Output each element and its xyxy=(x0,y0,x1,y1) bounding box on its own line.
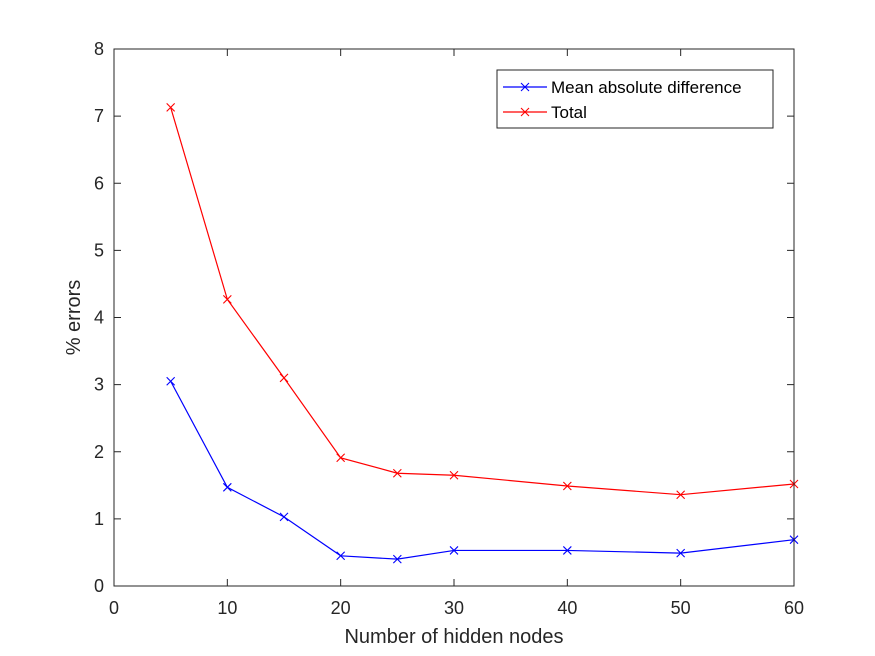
y-tick-label: 6 xyxy=(94,173,104,193)
legend-label: Mean absolute difference xyxy=(551,78,742,97)
data-point-marker xyxy=(166,376,176,386)
legend-box xyxy=(496,69,774,129)
series-mean-absolute-difference xyxy=(166,376,799,564)
data-point-marker xyxy=(336,453,346,463)
legend: Mean absolute difference Total xyxy=(496,69,774,129)
data-point-marker xyxy=(676,548,686,558)
data-point-marker xyxy=(222,482,232,492)
x-tick-label: 20 xyxy=(331,598,351,618)
axes-box xyxy=(113,48,795,587)
x-tick-label: 50 xyxy=(671,598,691,618)
data-point-marker xyxy=(392,554,402,564)
data-point-marker xyxy=(562,546,572,555)
x-tick-label: 30 xyxy=(444,598,464,618)
x-tick-label: 0 xyxy=(109,598,119,618)
plot-area xyxy=(114,49,794,586)
data-point-marker xyxy=(392,468,402,478)
legend-entries: Mean absolute difference Total xyxy=(503,78,742,122)
y-tick-label: 1 xyxy=(94,509,104,529)
data-point-marker xyxy=(562,481,572,491)
x-tick-label: 10 xyxy=(217,598,237,618)
y-tick-label: 8 xyxy=(94,39,104,59)
data-point-marker xyxy=(676,490,686,500)
data-point-marker xyxy=(336,551,346,561)
legend-entry: Mean absolute difference xyxy=(503,78,742,97)
legend-entry: Total xyxy=(503,103,587,122)
data-point-marker xyxy=(449,470,459,480)
y-tick-label: 3 xyxy=(94,375,104,395)
tick-labels: 0 10 20 30 40 50 60 0 1 2 3 4 5 6 7 8 xyxy=(94,39,804,618)
x-tick-label: 40 xyxy=(557,598,577,618)
y-tick-label: 4 xyxy=(94,308,104,328)
data-point-marker xyxy=(279,512,289,522)
legend-swatch-marker xyxy=(520,107,530,117)
legend-swatch-marker xyxy=(520,82,530,92)
data-point-marker xyxy=(279,373,289,383)
x-tick-label: 60 xyxy=(784,598,804,618)
x-axis-label: Number of hidden nodes xyxy=(344,626,563,648)
y-tick-label: 5 xyxy=(94,240,104,260)
data-point-marker xyxy=(222,294,232,304)
legend-label: Total xyxy=(551,103,587,122)
series-layer xyxy=(166,103,799,564)
y-tick-label: 2 xyxy=(94,442,104,462)
y-tick-label: 0 xyxy=(94,576,104,596)
data-point-marker xyxy=(449,546,459,555)
y-tick-label: 7 xyxy=(94,106,104,126)
data-point-marker xyxy=(166,103,176,112)
y-axis-label: % errors xyxy=(63,280,85,356)
